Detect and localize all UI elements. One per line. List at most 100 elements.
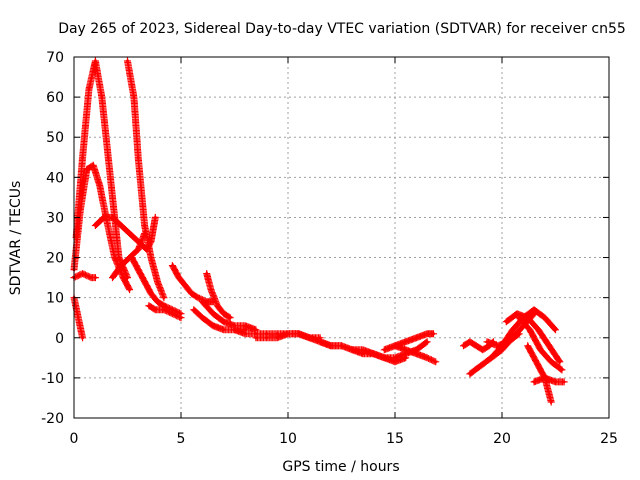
data-point xyxy=(233,324,236,328)
data-point xyxy=(243,332,247,336)
x-tick-label: 5 xyxy=(177,431,186,447)
data-point xyxy=(233,328,236,332)
data-point xyxy=(526,344,530,348)
data-point xyxy=(162,308,166,312)
data-point xyxy=(511,328,515,332)
grid-lines xyxy=(74,57,609,418)
data-point xyxy=(434,360,438,364)
data-point xyxy=(254,336,258,340)
data-point xyxy=(209,288,213,292)
data-point xyxy=(539,348,543,352)
data-point xyxy=(153,308,157,312)
data-point xyxy=(155,280,159,284)
data-point xyxy=(554,328,557,332)
data-point xyxy=(100,95,104,99)
data-point xyxy=(275,336,279,340)
data-point xyxy=(119,264,123,268)
series-track-17 xyxy=(348,346,410,366)
data-point xyxy=(361,352,365,356)
data-point xyxy=(111,276,115,280)
data-point xyxy=(192,308,196,312)
data-point xyxy=(149,256,153,260)
data-point xyxy=(155,300,159,304)
series-markers xyxy=(72,57,131,282)
series-track-19 xyxy=(391,342,440,366)
data-point xyxy=(200,316,204,320)
data-point xyxy=(479,364,483,368)
data-point xyxy=(489,356,493,360)
y-tick-label: 30 xyxy=(46,210,64,226)
data-points xyxy=(70,57,568,406)
data-point xyxy=(432,332,436,336)
data-point xyxy=(119,223,123,227)
data-point xyxy=(265,332,269,336)
series-track-11 xyxy=(203,270,234,322)
data-point xyxy=(87,87,91,91)
y-tick-label: -10 xyxy=(41,371,64,387)
data-point xyxy=(179,316,183,320)
data-point xyxy=(393,360,397,364)
data-point xyxy=(481,348,485,352)
data-point xyxy=(89,276,93,280)
data-point xyxy=(170,264,174,268)
data-point xyxy=(153,215,157,219)
data-point xyxy=(549,400,553,404)
series-track-8 xyxy=(128,254,185,318)
data-point xyxy=(91,163,95,167)
data-point xyxy=(414,336,418,340)
data-point xyxy=(78,207,82,211)
data-point xyxy=(318,340,322,344)
data-point xyxy=(425,332,429,336)
data-point xyxy=(393,344,397,348)
data-point xyxy=(329,344,333,348)
y-tick-label: 0 xyxy=(55,331,64,347)
data-point xyxy=(228,316,232,320)
series-track-13 xyxy=(198,298,260,334)
data-point xyxy=(350,348,354,352)
data-point xyxy=(532,380,536,384)
data-point xyxy=(121,276,125,280)
data-point xyxy=(425,356,429,360)
data-point xyxy=(532,308,536,312)
data-point xyxy=(474,344,478,348)
data-point xyxy=(85,167,89,171)
series-track-27 xyxy=(483,330,523,350)
series-track-4 xyxy=(70,270,99,282)
data-point xyxy=(149,292,153,296)
series-track-6 xyxy=(109,230,149,282)
data-point xyxy=(81,336,85,340)
data-point xyxy=(528,328,532,332)
data-point xyxy=(170,312,174,316)
data-point xyxy=(117,256,121,260)
data-point xyxy=(190,292,194,296)
data-point xyxy=(126,59,129,63)
data-point xyxy=(543,376,547,380)
data-point xyxy=(215,304,219,308)
series-track-7 xyxy=(124,57,168,302)
data-point xyxy=(496,344,500,348)
x-tick-label: 10 xyxy=(279,431,297,447)
data-point xyxy=(506,340,510,344)
x-tick-label: 0 xyxy=(70,431,79,447)
data-point xyxy=(404,348,408,352)
data-point xyxy=(318,336,322,340)
y-tick-label: 60 xyxy=(46,90,64,106)
x-tick-label: 25 xyxy=(600,431,618,447)
y-tick-label: 20 xyxy=(46,251,64,267)
y-tick-label: 40 xyxy=(46,170,64,186)
data-point xyxy=(222,312,226,316)
data-point xyxy=(102,215,106,219)
series-markers xyxy=(124,57,168,302)
data-point xyxy=(81,272,85,276)
data-point xyxy=(517,316,521,320)
data-point xyxy=(147,304,151,308)
data-point xyxy=(93,59,97,63)
data-point xyxy=(243,324,247,328)
series-track-3 xyxy=(70,294,87,342)
data-point xyxy=(170,308,174,312)
y-tick-label: 10 xyxy=(46,291,64,307)
data-point xyxy=(81,155,85,159)
data-point xyxy=(297,332,301,336)
data-point xyxy=(211,312,215,316)
